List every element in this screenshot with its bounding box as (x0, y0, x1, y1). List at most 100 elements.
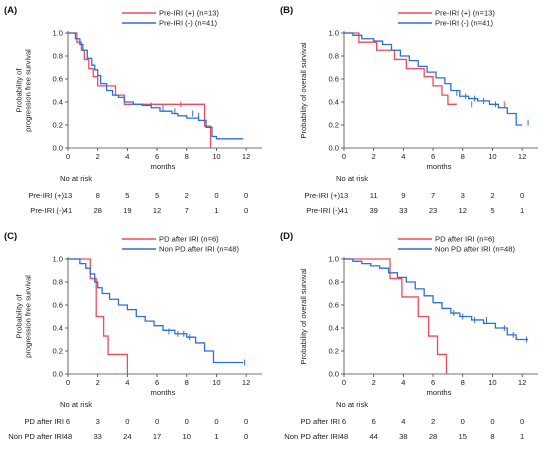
x-tick-label: 2 (96, 378, 100, 387)
risk-value: 7 (431, 191, 435, 200)
risk-value: 6 (66, 417, 70, 426)
risk-value: 17 (153, 432, 161, 441)
legend-label: Pre-IRI (+) (n=13) (159, 9, 219, 18)
risk-value: 15 (459, 432, 467, 441)
legend-label: Non PD after IRI (n=48) (159, 245, 239, 254)
x-tick-label: 0 (66, 378, 70, 387)
risk-value: 6 (372, 417, 376, 426)
y-tick-label: 0.2 (52, 121, 63, 130)
legend-label: Non PD after IRI (n=48) (435, 245, 515, 254)
x-tick-label: 6 (155, 152, 159, 161)
panel-label: (C) (4, 231, 17, 242)
y-tick-label: 1.0 (52, 29, 63, 38)
risk-value: 1 (520, 206, 524, 215)
legend-label: PD after IRI (n=6) (159, 235, 219, 244)
x-tick-label: 4 (125, 378, 129, 387)
km-curve-red (344, 258, 448, 374)
risk-value: 0 (244, 432, 248, 441)
panel-d: (D)0.00.20.40.60.81.00 2 4 6 8 10 12monthsProb… (280, 231, 538, 441)
y-tick-label: 0.8 (52, 52, 63, 61)
risk-value: 28 (93, 206, 101, 215)
y-tick-label: 0.8 (328, 52, 339, 61)
risk-row-label: Pre-IRI (-) (306, 206, 340, 215)
risk-value: 2 (490, 191, 494, 200)
risk-value: 0 (461, 417, 465, 426)
risk-value: 12 (459, 206, 467, 215)
risk-value: 0 (244, 417, 248, 426)
y-tick-label: 0.0 (328, 144, 339, 153)
risk-value: 0 (214, 417, 218, 426)
y-tick-label: 0.6 (52, 75, 63, 84)
risk-value: 13 (64, 191, 72, 200)
risk-value: 11 (370, 191, 378, 200)
risk-table-title: No at risk (336, 174, 368, 183)
risk-value: 5 (155, 191, 159, 200)
risk-value: 0 (155, 417, 159, 426)
x-tick-label: 8 (185, 152, 189, 161)
risk-value: 41 (340, 206, 348, 215)
risk-value: 23 (429, 206, 437, 215)
y-axis-label: Probability of overall survival (299, 268, 308, 365)
x-tick-label: 0 (342, 378, 346, 387)
risk-value: 33 (399, 206, 407, 215)
risk-value: 12 (153, 206, 161, 215)
km-curve-blue (344, 32, 523, 126)
y-axis-label: progression free survival (24, 275, 33, 358)
x-tick-label: 10 (488, 152, 496, 161)
y-tick-label: 0.4 (328, 98, 339, 107)
panel-b: (B)0.00.20.40.60.81.00 2 4 6 8 10 12monthsProb… (280, 5, 538, 215)
risk-value: 0 (520, 417, 524, 426)
x-tick-label: 6 (155, 378, 159, 387)
x-axis-label: months (151, 388, 176, 397)
risk-value: 1 (520, 432, 524, 441)
x-tick-label: 8 (461, 378, 465, 387)
x-axis-label: months (427, 162, 452, 171)
risk-value: 10 (183, 432, 191, 441)
km-curve-blue (68, 32, 244, 140)
risk-value: 7 (185, 206, 189, 215)
risk-value: 5 (490, 206, 494, 215)
risk-value: 0 (185, 417, 189, 426)
x-tick-label: 12 (242, 378, 250, 387)
legend-label: Pre-IRI (-) (n=41) (159, 19, 217, 28)
risk-value: 48 (64, 432, 72, 441)
risk-value: 0 (244, 206, 248, 215)
x-axis-label: months (427, 388, 452, 397)
x-tick-label: 10 (212, 378, 220, 387)
km-curve-blue (344, 258, 529, 341)
risk-row-label: PD after IRI (24, 417, 64, 426)
km-curve-red (68, 32, 212, 148)
risk-value: 24 (123, 432, 131, 441)
y-tick-label: 0.0 (328, 370, 339, 379)
x-tick-label: 4 (401, 152, 405, 161)
risk-row-label: Non PD after IRI (284, 432, 340, 441)
risk-row-label: Pre-IRI (+) (304, 191, 340, 200)
risk-value: 1 (214, 206, 218, 215)
risk-value: 28 (429, 432, 437, 441)
x-tick-label: 2 (372, 152, 376, 161)
risk-value: 38 (399, 432, 407, 441)
x-tick-label: 0 (66, 152, 70, 161)
x-tick-label: 4 (401, 378, 405, 387)
y-tick-label: 0.8 (52, 278, 63, 287)
risk-value: 2 (431, 417, 435, 426)
y-tick-label: 0.4 (328, 324, 339, 333)
panel-label: (B) (280, 5, 293, 16)
risk-value: 9 (401, 191, 405, 200)
y-axis-label: Probability of overall survival (299, 42, 308, 139)
y-tick-label: 0.0 (52, 144, 63, 153)
x-tick-label: 12 (242, 152, 250, 161)
y-tick-label: 0.6 (328, 301, 339, 310)
legend-label: PD after IRI (n=6) (435, 235, 495, 244)
y-tick-label: 0.2 (52, 347, 63, 356)
x-tick-label: 6 (431, 378, 435, 387)
risk-table-title: No at risk (60, 174, 92, 183)
x-tick-label: 12 (518, 378, 526, 387)
risk-table-title: No at risk (336, 400, 368, 409)
y-tick-label: 0.0 (52, 370, 63, 379)
y-tick-label: 0.6 (52, 301, 63, 310)
risk-row-label: PD after IRI (300, 417, 340, 426)
x-tick-label: 4 (125, 152, 129, 161)
